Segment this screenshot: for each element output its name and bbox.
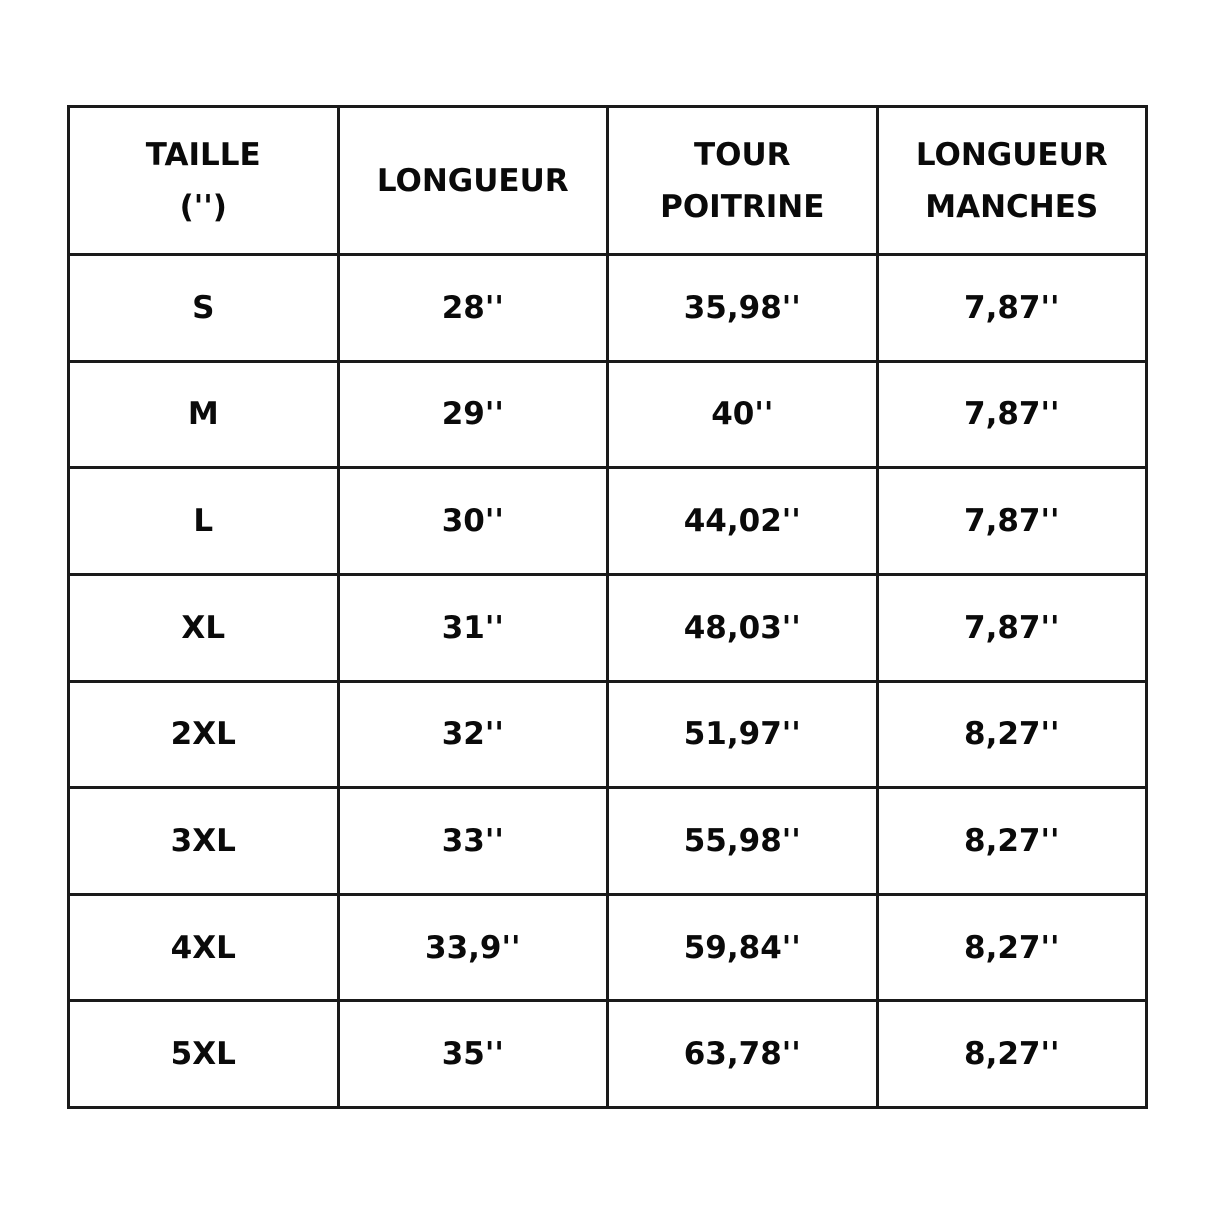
cell-sleeve: 7,87'' [875, 572, 1148, 683]
cell-size: 5XL [67, 999, 340, 1109]
cell-chest: 40'' [606, 359, 879, 470]
cell-sleeve: 7,87'' [875, 359, 1148, 470]
table-row: S 28'' 35,98'' 7,87'' [67, 253, 1148, 363]
cell-sleeve: 8,27'' [875, 892, 1148, 1003]
header-longueur-manches: LONGUEUR MANCHES [875, 105, 1148, 256]
header-longueur: LONGUEUR [336, 105, 609, 256]
cell-sleeve: 7,87'' [875, 466, 1148, 576]
header-tour-poitrine: TOUR POITRINE [606, 105, 879, 256]
table-row: L 30'' 44,02'' 7,87'' [67, 466, 1148, 576]
cell-length: 29'' [336, 359, 609, 470]
cell-size: XL [67, 572, 340, 683]
cell-chest: 59,84'' [606, 892, 879, 1003]
cell-sleeve: 8,27'' [875, 999, 1148, 1109]
cell-length: 32'' [336, 679, 609, 790]
cell-size: 4XL [67, 892, 340, 1003]
cell-size: M [67, 359, 340, 470]
cell-size: 2XL [67, 679, 340, 790]
table-row: 5XL 35'' 63,78'' 8,27'' [67, 999, 1148, 1109]
cell-sleeve: 8,27'' [875, 679, 1148, 790]
header-row: TAILLE ('') LONGUEUR TOUR POITRINE LONGU… [67, 105, 1148, 256]
table-row: 2XL 32'' 51,97'' 8,27'' [67, 679, 1148, 790]
cell-chest: 44,02'' [606, 466, 879, 576]
table-row: 3XL 33'' 55,98'' 8,27'' [67, 786, 1148, 896]
cell-size: L [67, 466, 340, 576]
cell-size: 3XL [67, 786, 340, 896]
header-taille: TAILLE ('') [67, 105, 340, 256]
cell-length: 35'' [336, 999, 609, 1109]
cell-chest: 55,98'' [606, 786, 879, 896]
table-row: M 29'' 40'' 7,87'' [67, 359, 1148, 470]
cell-sleeve: 7,87'' [875, 253, 1148, 363]
cell-size: S [67, 253, 340, 363]
cell-length: 33'' [336, 786, 609, 896]
cell-length: 33,9'' [336, 892, 609, 1003]
size-chart-table: TAILLE ('') LONGUEUR TOUR POITRINE LONGU… [67, 105, 1148, 1109]
cell-length: 30'' [336, 466, 609, 576]
table-row: XL 31'' 48,03'' 7,87'' [67, 572, 1148, 683]
header-line: POITRINE [660, 188, 825, 225]
cell-chest: 35,98'' [606, 253, 879, 363]
cell-chest: 48,03'' [606, 572, 879, 683]
cell-length: 31'' [336, 572, 609, 683]
cell-sleeve: 8,27'' [875, 786, 1148, 896]
header-line: LONGUEUR [915, 136, 1108, 173]
cell-chest: 63,78'' [606, 999, 879, 1109]
header-line: LONGUEUR [376, 162, 569, 199]
cell-chest: 51,97'' [606, 679, 879, 790]
table-row: 4XL 33,9'' 59,84'' 8,27'' [67, 892, 1148, 1003]
cell-length: 28'' [336, 253, 609, 363]
header-line: TOUR [693, 136, 791, 173]
header-line: ('') [179, 188, 227, 225]
header-line: TAILLE [145, 136, 261, 173]
header-line: MANCHES [925, 188, 1099, 225]
